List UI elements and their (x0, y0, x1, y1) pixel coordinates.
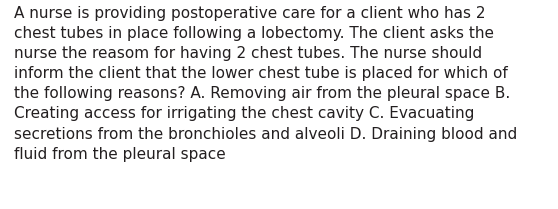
Text: A nurse is providing postoperative care for a client who has 2
chest tubes in pl: A nurse is providing postoperative care … (14, 6, 517, 162)
